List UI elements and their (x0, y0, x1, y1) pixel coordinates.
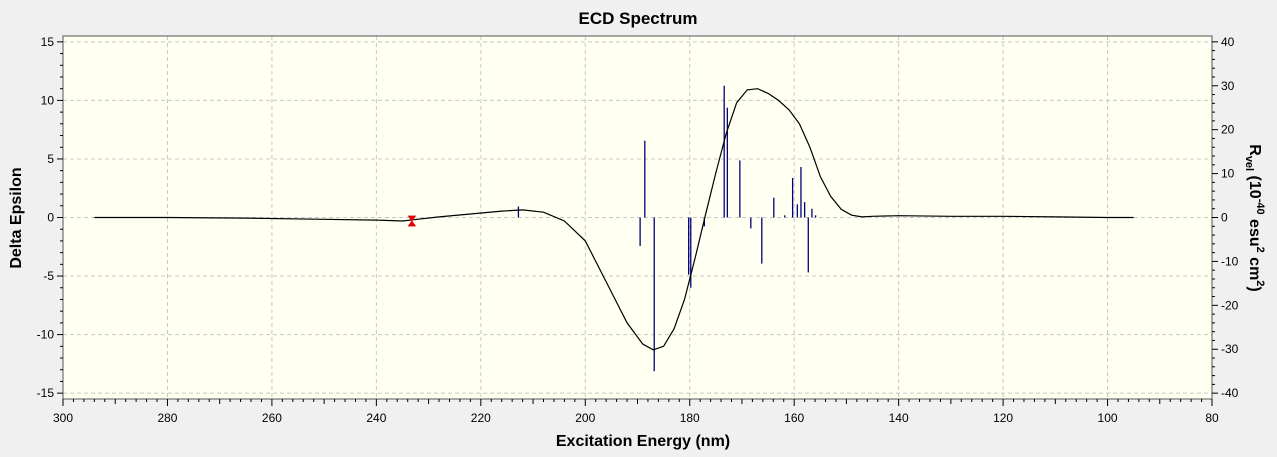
y-right-title-open: (10 (1246, 171, 1263, 199)
ecd-curve (94, 88, 1134, 351)
y-right-tick-label: -10 (1221, 254, 1239, 268)
axes: 300 280 260 240 220 200 180 160 140 120 100 8015105… (37, 35, 1239, 425)
y-right-title-close: ) (1246, 286, 1263, 291)
x-tick-label: 160 (784, 411, 804, 425)
peak-marker[interactable] (407, 215, 417, 227)
y-right-tick-label: 40 (1221, 35, 1235, 49)
x-tick-label: 260 (262, 411, 282, 425)
x-tick-label: 180 (680, 411, 700, 425)
y-left-tick-label: -5 (43, 269, 54, 283)
y-right-title-exp2: 2 (1254, 247, 1266, 253)
y-right-tick-label: -20 (1221, 298, 1239, 312)
y-left-tick-label: 5 (47, 152, 54, 166)
marker-shape (407, 215, 417, 227)
y-left-axis-title: Delta Epsilon (8, 167, 25, 268)
x-tick-label: 120 (993, 411, 1013, 425)
x-tick-label: 80 (1205, 411, 1219, 425)
y-left-tick-label: -15 (37, 386, 55, 400)
x-tick-label: 300 (53, 411, 73, 425)
x-tick-label: 220 (471, 411, 491, 425)
x-tick-label: 200 (575, 411, 595, 425)
markers (407, 215, 417, 227)
gridlines (63, 36, 1212, 399)
y-left-tick-label: -10 (37, 328, 55, 342)
y-right-title-exp1: -40 (1254, 199, 1266, 215)
y-right-title-exp3: 2 (1254, 280, 1266, 286)
chart-title: ECD Spectrum (578, 9, 697, 28)
x-tick-label: 280 (157, 411, 177, 425)
y-right-title-prefix: R (1246, 144, 1263, 156)
y-right-title-mid: esu (1246, 215, 1263, 247)
y-right-axis-title: Rvel (10-40 esu2 cm2) (1243, 144, 1266, 292)
stick-series (517, 85, 817, 372)
x-tick-label: 100 (1098, 411, 1118, 425)
y-right-tick-label: -40 (1221, 386, 1239, 400)
y-left-tick-label: 10 (41, 93, 55, 107)
y-right-tick-label: 20 (1221, 123, 1235, 137)
x-axis-title: Excitation Energy (nm) (556, 433, 730, 450)
x-tick-label: 240 (366, 411, 386, 425)
y-right-tick-label: 0 (1221, 211, 1228, 225)
y-left-tick-label: 0 (47, 211, 54, 225)
y-right-tick-label: 10 (1221, 167, 1235, 181)
y-right-tick-label: -30 (1221, 342, 1239, 356)
y-right-title-sub: vel (1243, 156, 1255, 171)
y-right-title-mid2: cm (1246, 253, 1263, 281)
x-tick-label: 140 (889, 411, 909, 425)
y-right-tick-label: 30 (1221, 79, 1235, 93)
y-left-tick-label: 15 (41, 35, 55, 49)
